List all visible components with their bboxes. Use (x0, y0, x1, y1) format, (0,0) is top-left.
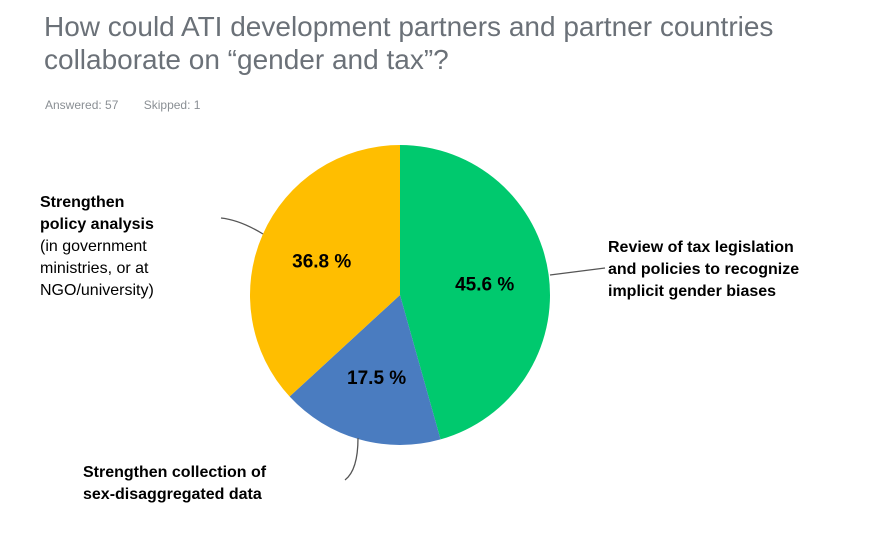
label-collection-line-1: Strengthen collection of (83, 464, 267, 481)
label-policy-line-1: Strengthen (40, 194, 125, 211)
slice-review (400, 145, 550, 440)
response-stats: Answered: 57 Skipped: 1 (45, 98, 222, 112)
slice-collection (289, 295, 441, 445)
slice-review-value-label: 45.6 % (455, 274, 514, 295)
label-policy-line-2: policy analysis (40, 216, 154, 233)
label-review-line-1: Review of tax legislation (608, 239, 794, 256)
label-policy-line-5: NGO/university) (40, 282, 154, 299)
page-title: How could ATI development partners and p… (44, 11, 774, 75)
label-collection-line-2: sex-disaggregated data (83, 486, 262, 503)
slice-collection-value-label: 17.5 % (347, 368, 406, 389)
slice-policy-value-label: 36.8 % (292, 252, 351, 273)
leader-line-collection (344, 437, 359, 481)
label-collection: Strengthen collection of sex-disaggregat… (83, 462, 266, 506)
slice-policy (250, 145, 400, 397)
label-review-line-3: implicit gender biases (608, 283, 777, 300)
label-policy-line-3: (in government (40, 238, 147, 255)
label-review: Review of tax legislation and policies t… (608, 237, 799, 303)
leader-line-review (549, 267, 606, 276)
label-policy-line-4: ministries, or at (40, 260, 149, 277)
skipped-count: Skipped: 1 (143, 98, 201, 112)
leader-line-policy (220, 217, 264, 235)
label-review-line-2: and policies to recognize (608, 261, 800, 278)
answered-count: Answered: 57 (45, 98, 119, 112)
label-policy: Strengthen policy analysis (in governmen… (40, 192, 154, 302)
